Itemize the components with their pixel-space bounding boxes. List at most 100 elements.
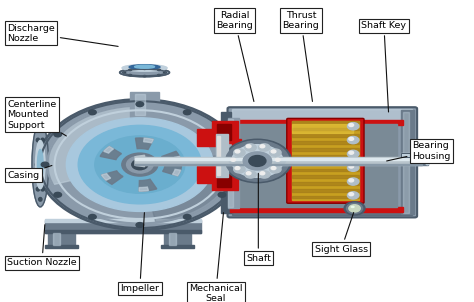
Circle shape	[349, 179, 354, 182]
Circle shape	[218, 132, 226, 137]
Circle shape	[260, 172, 265, 175]
Text: Radial
Bearing: Radial Bearing	[216, 11, 254, 101]
Circle shape	[347, 137, 359, 144]
Bar	[130, 92, 159, 118]
Bar	[230, 120, 403, 125]
Bar	[292, 169, 359, 171]
Circle shape	[183, 214, 191, 219]
Bar	[230, 207, 403, 212]
Bar	[232, 208, 412, 215]
Wedge shape	[101, 174, 111, 180]
Circle shape	[218, 192, 226, 197]
Bar	[45, 220, 201, 233]
Circle shape	[245, 144, 256, 151]
Circle shape	[54, 192, 62, 197]
Bar	[417, 157, 428, 165]
Bar	[292, 189, 359, 191]
Wedge shape	[104, 146, 113, 153]
Ellipse shape	[143, 68, 146, 69]
Circle shape	[229, 157, 241, 165]
Circle shape	[347, 150, 359, 158]
Circle shape	[347, 164, 359, 171]
Circle shape	[275, 158, 280, 161]
Bar	[135, 158, 422, 160]
Ellipse shape	[36, 140, 45, 189]
Ellipse shape	[39, 198, 42, 201]
Wedge shape	[101, 171, 123, 184]
Bar	[232, 139, 241, 172]
Circle shape	[235, 150, 240, 153]
Ellipse shape	[42, 163, 46, 166]
Circle shape	[347, 192, 359, 199]
Text: Thrust
Bearing: Thrust Bearing	[283, 11, 319, 101]
Circle shape	[346, 203, 363, 214]
Circle shape	[136, 102, 144, 107]
Ellipse shape	[129, 69, 132, 71]
Bar	[45, 219, 201, 222]
Bar	[40, 173, 97, 181]
Circle shape	[41, 162, 49, 167]
Ellipse shape	[129, 74, 132, 76]
Bar	[135, 163, 422, 165]
Circle shape	[122, 153, 158, 176]
Bar	[292, 196, 359, 198]
Bar	[292, 148, 359, 151]
Text: Bearing
Housing: Bearing Housing	[387, 141, 451, 161]
Circle shape	[89, 214, 96, 219]
Bar	[212, 121, 238, 143]
Circle shape	[349, 193, 354, 196]
Circle shape	[274, 157, 285, 165]
Ellipse shape	[35, 163, 38, 166]
Bar	[292, 182, 359, 185]
Text: Casing: Casing	[7, 165, 52, 180]
Bar	[169, 233, 176, 245]
Circle shape	[246, 145, 251, 148]
Circle shape	[231, 158, 236, 161]
Circle shape	[231, 162, 238, 167]
Bar	[45, 245, 78, 248]
Circle shape	[95, 136, 185, 193]
Bar	[48, 232, 75, 246]
Circle shape	[223, 139, 292, 183]
Circle shape	[78, 125, 201, 204]
Circle shape	[132, 159, 148, 170]
Bar	[292, 162, 359, 164]
Circle shape	[54, 132, 62, 137]
Bar	[292, 155, 359, 157]
FancyBboxPatch shape	[228, 107, 417, 217]
Circle shape	[259, 171, 270, 178]
Ellipse shape	[39, 128, 42, 132]
Circle shape	[349, 124, 354, 127]
Bar	[292, 124, 353, 133]
Bar	[221, 112, 231, 213]
Bar	[135, 157, 422, 165]
Bar	[40, 142, 97, 150]
Ellipse shape	[135, 65, 155, 68]
Bar	[135, 94, 145, 115]
Ellipse shape	[122, 65, 167, 71]
Bar	[228, 119, 233, 207]
Ellipse shape	[157, 74, 160, 76]
Circle shape	[270, 149, 281, 156]
Wedge shape	[47, 106, 140, 185]
Wedge shape	[163, 165, 182, 176]
Bar	[216, 134, 228, 177]
FancyBboxPatch shape	[287, 118, 364, 203]
Circle shape	[270, 166, 281, 173]
Polygon shape	[135, 155, 145, 167]
Circle shape	[349, 165, 354, 168]
Wedge shape	[173, 169, 181, 176]
Wedge shape	[144, 138, 154, 143]
Text: Centerline
Mounted
Support: Centerline Mounted Support	[7, 100, 66, 136]
Ellipse shape	[425, 157, 430, 165]
Circle shape	[243, 152, 272, 170]
Wedge shape	[139, 187, 148, 191]
Text: Sight Glass: Sight Glass	[315, 213, 368, 254]
Bar	[161, 245, 194, 248]
Circle shape	[349, 151, 354, 154]
Text: Suction Nozzle: Suction Nozzle	[7, 225, 77, 267]
Ellipse shape	[32, 122, 49, 207]
Circle shape	[127, 156, 153, 173]
Circle shape	[347, 123, 359, 130]
Circle shape	[271, 167, 276, 170]
